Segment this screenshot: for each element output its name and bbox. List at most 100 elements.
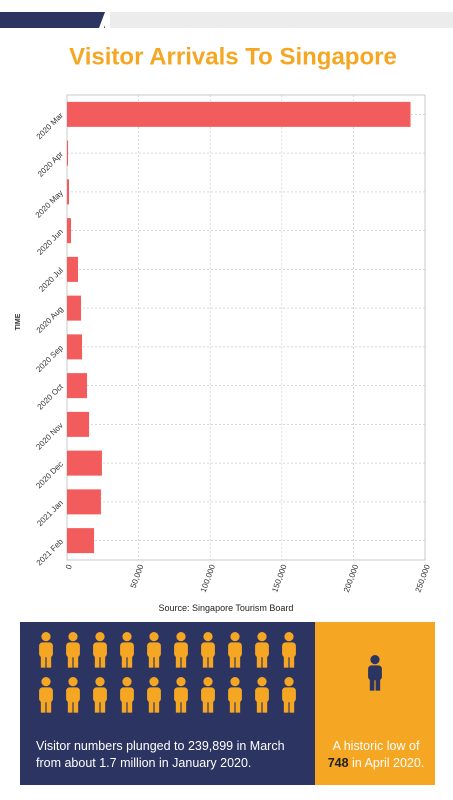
person-icon-body — [228, 687, 242, 703]
person-icon-leg — [375, 678, 381, 691]
bar — [67, 489, 101, 515]
bar — [67, 218, 72, 244]
bar — [67, 295, 82, 321]
source: Source: Singapore Tourism Board — [159, 603, 294, 613]
person-icon-leg — [73, 700, 79, 713]
x-tick-label: 250,000 — [414, 563, 433, 594]
person-icon-leg — [181, 700, 187, 713]
person-icon-head — [68, 677, 78, 687]
x-tick-label: 200,000 — [342, 563, 361, 594]
person-icon-leg — [289, 655, 295, 668]
header-gap — [99, 12, 110, 28]
person-icon-leg — [229, 655, 235, 668]
person-icon-head — [284, 677, 294, 687]
person-icon-head — [68, 632, 78, 642]
person-icon-head — [230, 632, 240, 642]
person-icon-head — [176, 632, 186, 642]
person-icon-head — [122, 632, 132, 642]
person-icon-leg — [289, 700, 295, 713]
callout-left: Visitor numbers plunged to 239,899 in Ma… — [36, 739, 285, 770]
y-tick-label: 2020 May — [34, 188, 65, 219]
person-icon-head — [149, 677, 159, 687]
x-tick-label: 50,000 — [129, 563, 146, 590]
person-icon-leg — [148, 700, 154, 713]
person-icon-leg — [262, 655, 268, 668]
person-icon-head — [95, 632, 105, 642]
person-icon-head — [257, 632, 267, 642]
chart-title: Visitor Arrivals To Singapore — [69, 43, 397, 70]
person-icon-head — [203, 632, 213, 642]
person-icon-leg — [262, 700, 268, 713]
person-icon-head — [41, 632, 51, 642]
y-tick-label: 2020 Nov — [34, 421, 65, 452]
person-icon-leg — [283, 700, 289, 713]
person-icon-body — [120, 642, 134, 658]
y-tick-label: 2020 Mar — [35, 111, 65, 141]
person-icon-head — [41, 677, 51, 687]
person-icon-leg — [94, 700, 100, 713]
person-icon-leg — [100, 700, 106, 713]
person-icon-leg — [202, 700, 208, 713]
person-icon-body — [201, 642, 215, 658]
person-icon-leg — [46, 655, 52, 668]
person-icon-leg — [202, 655, 208, 668]
person-icon-body — [93, 642, 107, 658]
person-icon-head — [176, 677, 186, 687]
person-icon-leg — [121, 700, 127, 713]
person-icon-leg — [154, 655, 160, 668]
y-tick-label: 2021 Jan — [35, 498, 65, 528]
y-tick-label: 2020 Dec — [34, 460, 65, 491]
bar — [67, 140, 69, 166]
callout-right-highlight: 748 — [327, 756, 349, 770]
x-tick-label: 100,000 — [199, 563, 218, 594]
y-tick-label: 2020 Jun — [35, 227, 65, 257]
x-tick-label: 150,000 — [270, 563, 289, 594]
person-icon-head — [122, 677, 132, 687]
person-icon-body — [66, 642, 80, 658]
y-tick-label: 2020 Sep — [34, 343, 65, 374]
person-icon-leg — [94, 655, 100, 668]
y-tick-label: 2020 Oct — [36, 382, 66, 412]
person-icon-leg — [40, 700, 46, 713]
person-icon-head — [203, 677, 213, 687]
callout-right-after: in April 2020. — [352, 756, 425, 770]
person-icon-leg — [127, 655, 133, 668]
person-icon-body — [282, 642, 296, 658]
y-tick-label: 2020 Jul — [37, 266, 65, 294]
person-icon-leg — [67, 655, 73, 668]
person-icon-body — [368, 665, 382, 681]
person-icon-leg — [369, 678, 375, 691]
person-icon-leg — [256, 655, 262, 668]
person-icon-body — [93, 687, 107, 703]
person-icon-leg — [154, 700, 160, 713]
y-tick-label: 2020 Aug — [35, 305, 65, 335]
y-tick-label: 2020 Apr — [36, 149, 65, 178]
bar — [67, 528, 95, 554]
bar — [67, 334, 83, 360]
person-icon-leg — [235, 700, 241, 713]
x-tick-label: 0 — [64, 563, 74, 571]
person-icon-body — [147, 687, 161, 703]
bar — [67, 101, 411, 127]
person-icon-leg — [175, 655, 181, 668]
person-icon-body — [228, 642, 242, 658]
bar — [67, 256, 79, 282]
y-axis-label: TIME — [15, 313, 22, 330]
person-icon-head — [370, 655, 380, 665]
person-icon-body — [174, 642, 188, 658]
person-icon-leg — [100, 655, 106, 668]
person-icon-body — [39, 687, 53, 703]
bar — [67, 179, 70, 205]
y-tick-label: 2021 Feb — [35, 537, 66, 568]
person-icon-body — [282, 687, 296, 703]
person-icon-leg — [148, 655, 154, 668]
person-icon-leg — [256, 700, 262, 713]
person-icon-leg — [229, 700, 235, 713]
person-icon-leg — [283, 655, 289, 668]
person-icon-head — [257, 677, 267, 687]
person-icon-head — [95, 677, 105, 687]
person-icon-body — [255, 642, 269, 658]
person-icon-leg — [40, 655, 46, 668]
